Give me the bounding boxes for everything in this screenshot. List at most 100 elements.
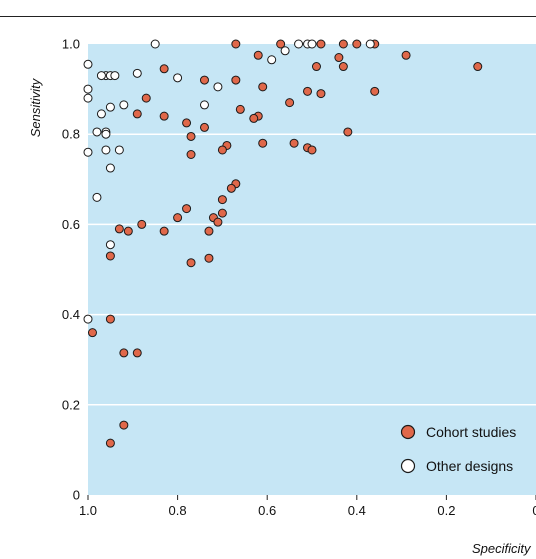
other-design-point (83, 84, 93, 94)
cohort-study-point (343, 127, 353, 137)
legend-marker-cohort (400, 424, 416, 440)
cohort-study-point (334, 53, 344, 63)
cohort-study-point (303, 86, 313, 96)
cohort-study-point (338, 39, 348, 49)
other-design-point (105, 240, 115, 250)
cohort-study-point (338, 62, 348, 72)
y-axis-title: Sensitivity (28, 77, 43, 137)
cohort-study-point (114, 224, 124, 234)
cohort-study-point (182, 118, 192, 128)
other-design-point (96, 71, 106, 81)
cohort-study-point (132, 109, 142, 119)
cohort-study-point (231, 75, 241, 85)
other-design-point (173, 73, 183, 83)
other-design-point (92, 192, 102, 202)
other-design-point (119, 100, 129, 110)
cohort-study-point (226, 183, 236, 193)
y-tick-label: 0.2 (62, 397, 80, 412)
other-design-point (280, 46, 290, 56)
x-tick-label: 0 (532, 503, 536, 518)
cohort-study-point (105, 314, 115, 324)
cohort-study-point (159, 111, 169, 121)
x-axis-ticks: 1.0 0.8 0.6 0.4 0.2 0 (79, 495, 536, 518)
cohort-study-point (119, 348, 129, 358)
cohort-study-point (141, 93, 151, 103)
x-tick-label: 0.4 (348, 503, 366, 518)
cohort-study-point (87, 328, 97, 338)
legend-marker-other (400, 458, 416, 474)
cohort-study-point (105, 251, 115, 261)
cohort-study-point (217, 145, 227, 155)
x-tick-label: 0.6 (258, 503, 276, 518)
cohort-study-point (316, 89, 326, 99)
cohort-study-point (159, 226, 169, 236)
cohort-study-point (204, 226, 214, 236)
cohort-study-point (199, 75, 209, 85)
other-design-point (132, 68, 142, 78)
other-design-point (101, 145, 111, 155)
other-design-point (307, 39, 317, 49)
other-design-point (267, 55, 277, 65)
cohort-study-point (276, 39, 286, 49)
cohort-study-point (258, 138, 268, 148)
x-tick-label: 1.0 (79, 503, 97, 518)
other-design-point (114, 145, 124, 155)
cohort-study-point (231, 39, 241, 49)
other-design-point (83, 93, 93, 103)
cohort-study-point (182, 204, 192, 214)
gridlines (88, 133, 536, 406)
cohort-study-point (473, 62, 483, 72)
x-tick-label: 0.8 (169, 503, 187, 518)
cohort-study-point (186, 131, 196, 141)
y-tick-label: 0.6 (62, 217, 80, 232)
cohort-study-point (123, 226, 133, 236)
cohort-study-point (316, 39, 326, 49)
other-design-point (110, 71, 120, 81)
y-tick-label: 0.8 (62, 127, 80, 142)
legend-label-cohort: Cohort studies (426, 424, 516, 440)
cohort-study-point (311, 62, 321, 72)
other-design-point (96, 109, 106, 119)
cohort-study-point (159, 64, 169, 74)
cohort-study-point (186, 149, 196, 159)
cohort-study-point (173, 213, 183, 223)
other-design-point (105, 102, 115, 112)
x-axis-title: Specificity (472, 541, 532, 556)
cohort-study-point (217, 195, 227, 205)
cohort-study-point (258, 82, 268, 92)
cohort-study-point (249, 113, 259, 123)
other-design-point (150, 39, 160, 49)
other-design-point (83, 59, 93, 69)
cohort-study-point (199, 122, 209, 132)
cohort-study-point (119, 420, 129, 430)
legend-label-other: Other designs (426, 458, 513, 474)
other-design-point (83, 314, 93, 324)
other-design-point (92, 127, 102, 137)
other-design-point (105, 163, 115, 173)
cohort-study-point (217, 208, 227, 218)
cohort-study-point (289, 138, 299, 148)
cohort-study-point (285, 98, 295, 108)
other-design-point (83, 147, 93, 157)
y-axis-ticks: 0 0.2 0.4 0.6 0.8 1.0 (62, 37, 80, 503)
cohort-study-point (253, 50, 263, 60)
other-design-point (199, 100, 209, 110)
other-design-point (213, 82, 223, 92)
y-tick-label: 1.0 (62, 37, 80, 52)
data-points (83, 39, 483, 448)
y-tick-label: 0 (73, 488, 80, 503)
cohort-study-point (235, 104, 245, 114)
cohort-study-point (132, 348, 142, 358)
other-design-point (101, 129, 111, 139)
cohort-study-point (186, 258, 196, 268)
cohort-study-point (401, 50, 411, 60)
cohort-study-point (204, 253, 214, 263)
legend: Cohort studies Other designs (400, 424, 516, 474)
y-tick-label: 0.4 (62, 307, 80, 322)
cohort-study-point (370, 86, 380, 96)
x-tick-label: 0.2 (437, 503, 455, 518)
cohort-study-point (307, 145, 317, 155)
other-design-point (294, 39, 304, 49)
other-design-point (365, 39, 375, 49)
